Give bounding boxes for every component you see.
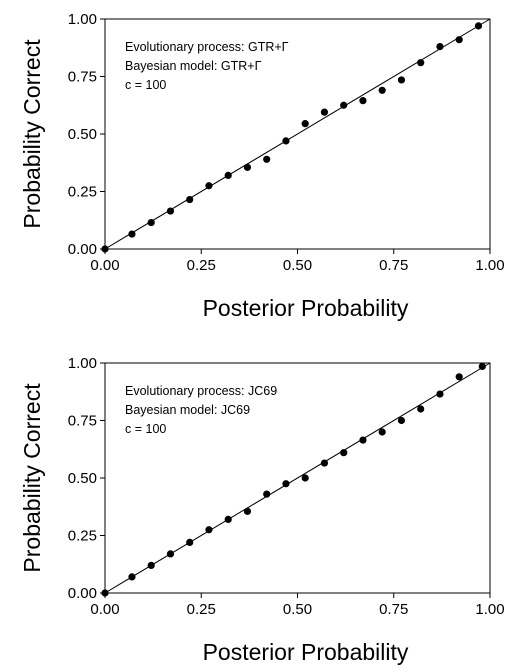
series-1 <box>101 22 483 253</box>
y-tick-label: 0.25 <box>68 528 97 545</box>
data-point <box>417 59 425 67</box>
data-point <box>147 218 155 227</box>
data-point <box>378 86 386 94</box>
x-tick-label: 0.25 <box>187 257 216 274</box>
data-point <box>340 101 348 109</box>
x-tick-label: 0.25 <box>187 601 216 618</box>
data-point <box>101 589 109 597</box>
annotation-line-1: Evolutionary process: GTR+Γ <box>125 40 289 54</box>
series-1 <box>101 362 486 597</box>
y-axis-title: Probability Correct <box>19 39 45 229</box>
data-point <box>436 390 444 398</box>
y-tick-label: 0.75 <box>68 413 97 430</box>
y-tick-label: 0.25 <box>68 184 97 201</box>
chart-panel-1: 0.00 0.25 0.50 0.75 1.00 0.00 0.25 0.50 0.75 1.00… <box>19 11 505 321</box>
data-point <box>320 108 329 116</box>
data-point <box>243 163 252 171</box>
data-point <box>478 362 486 371</box>
x-tick-label: 0.50 <box>283 257 312 274</box>
data-point <box>263 155 271 163</box>
x-tick-label: 0.75 <box>379 601 408 618</box>
annotation-line-2: Bayesian model: JC69 <box>125 403 250 417</box>
y-tick-label: 0.00 <box>68 241 97 258</box>
x-tick-label: 1.00 <box>475 601 504 618</box>
annotation-line-2: Bayesian model: GTR+Γ <box>125 59 262 73</box>
chart-panel-2: 0.00 0.25 0.50 0.75 1.00 0.00 0.25 0.50 0.75 1.00… <box>19 355 505 665</box>
x-tick-label: 0.00 <box>90 601 119 618</box>
data-point <box>397 416 406 425</box>
data-point <box>101 245 109 253</box>
data-point <box>397 76 406 84</box>
x-tick-label: 0.00 <box>90 257 119 274</box>
data-point <box>301 474 309 482</box>
data-point <box>417 405 425 413</box>
data-point <box>128 230 136 238</box>
data-point <box>474 22 483 30</box>
data-point <box>205 526 213 534</box>
data-point <box>436 43 444 51</box>
data-point <box>166 207 175 215</box>
data-point <box>166 550 175 558</box>
x-tick-label: 1.00 <box>475 257 504 274</box>
x-tick-label: 0.50 <box>283 601 312 618</box>
data-point <box>263 490 271 498</box>
y-tick-label: 0.50 <box>68 126 97 143</box>
data-point <box>320 459 329 467</box>
y-tick-label: 1.00 <box>68 355 97 372</box>
data-point <box>186 195 194 204</box>
data-point <box>224 515 232 524</box>
data-point <box>243 507 252 515</box>
data-point <box>147 561 155 570</box>
x-axis-title: Posterior Probability <box>203 639 409 665</box>
annotation-line-3: c = 100 <box>125 422 166 436</box>
data-point <box>224 171 232 179</box>
x-tick-label: 0.75 <box>379 257 408 274</box>
annotation-line-1: Evolutionary process: JC69 <box>125 384 277 398</box>
y-tick-label: 0.50 <box>68 470 97 487</box>
y-tick-label: 1.00 <box>68 11 97 28</box>
y-tick-label: 0.75 <box>68 69 97 86</box>
data-point <box>301 120 309 128</box>
data-point <box>205 182 213 190</box>
data-point <box>378 428 386 436</box>
data-point <box>340 449 348 457</box>
data-point <box>128 573 136 581</box>
data-point <box>359 436 367 444</box>
annotation-line-3: c = 100 <box>125 78 166 92</box>
data-point <box>455 36 463 44</box>
data-point <box>359 97 367 105</box>
y-axis-title: Probability Correct <box>19 383 45 573</box>
y-tick-label: 0.00 <box>68 585 97 602</box>
x-axis-title: Posterior Probability <box>203 295 409 321</box>
data-point <box>455 373 463 381</box>
data-point <box>282 137 290 145</box>
data-point <box>186 538 194 547</box>
data-point <box>282 480 290 488</box>
